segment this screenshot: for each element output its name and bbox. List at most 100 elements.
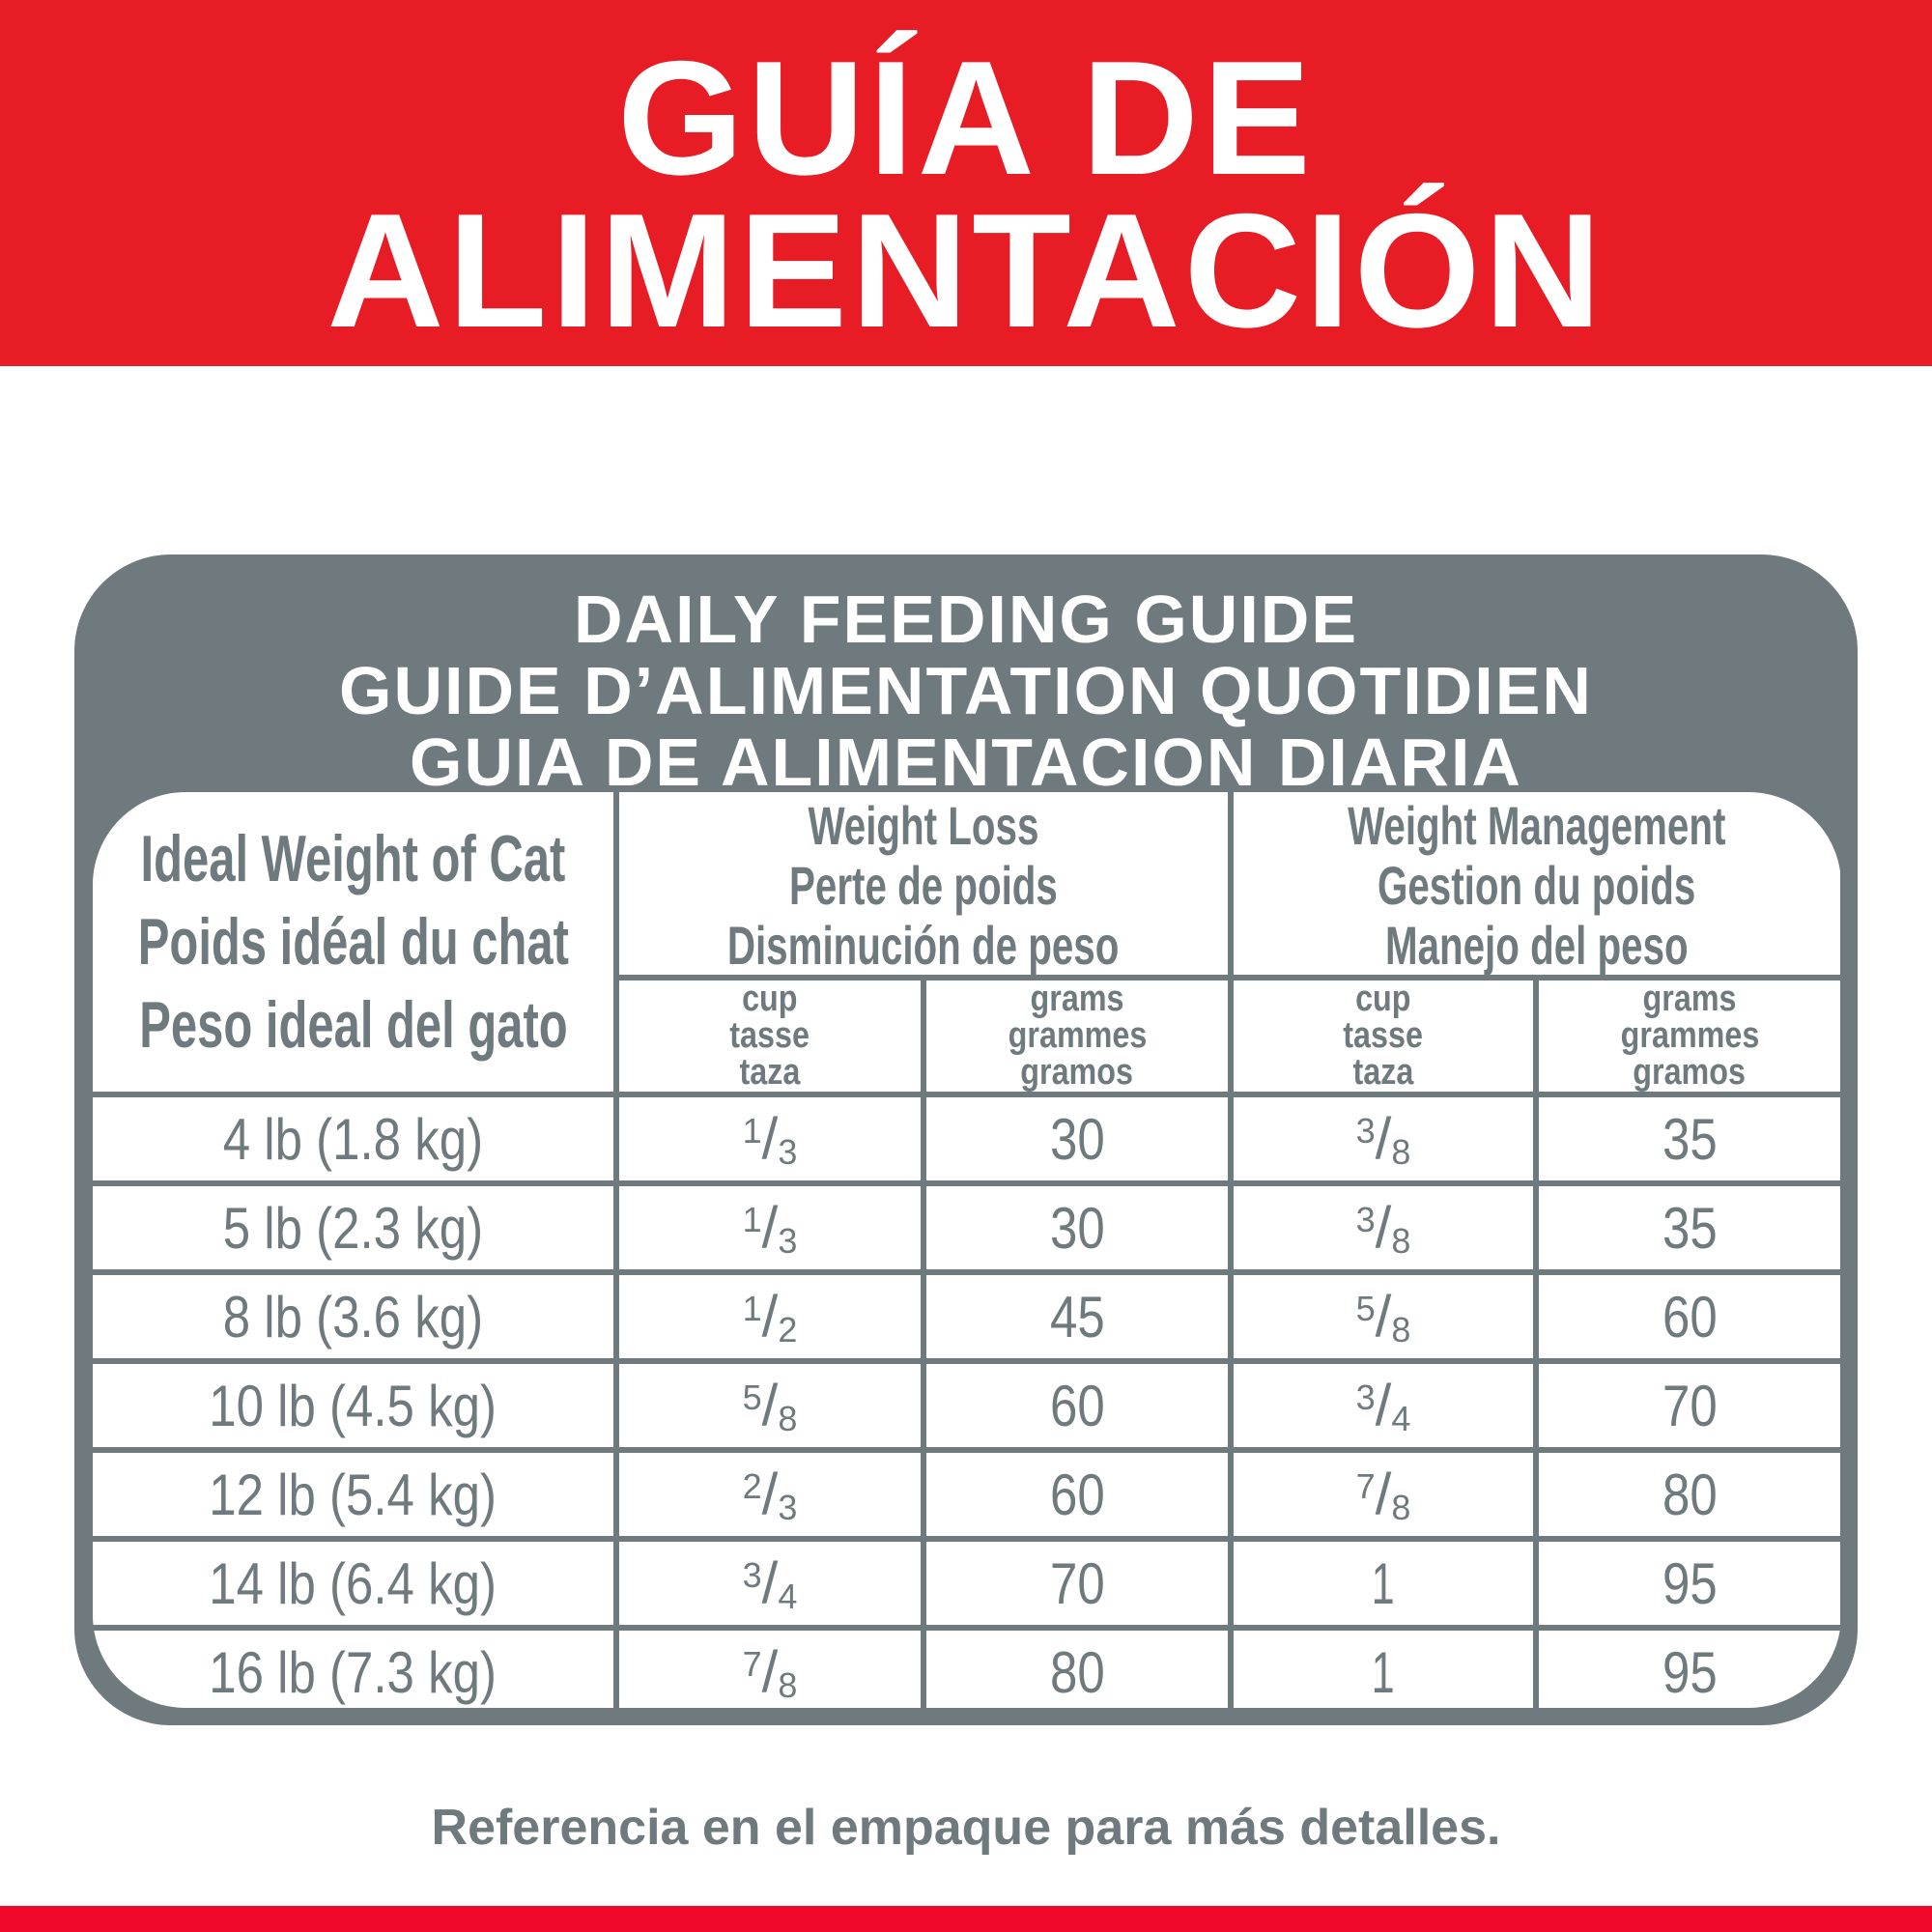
mgmt-grams-cell-text: 80 bbox=[1662, 1462, 1718, 1527]
cup-fraction: 1/2 bbox=[743, 1283, 798, 1350]
fraction-slash: / bbox=[761, 1639, 779, 1704]
loss-grams-cell: 70 bbox=[926, 1542, 1228, 1625]
fraction-numerator: 3 bbox=[1355, 1378, 1376, 1417]
title-banner: GUÍA DE ALIMENTACIÓN bbox=[0, 0, 1932, 366]
cup-fraction: 7/8 bbox=[743, 1638, 798, 1706]
fraction-numerator: 1 bbox=[742, 1289, 762, 1328]
subheader-text: grammes bbox=[1008, 1015, 1147, 1056]
loss-cup-cell: 5/8 bbox=[619, 1364, 921, 1447]
cup-fraction: 3/4 bbox=[743, 1549, 798, 1617]
subheader-text: grams bbox=[1030, 980, 1124, 1019]
feeding-table: Ideal Weight of Cat Poids idéal du chat … bbox=[93, 792, 1841, 1708]
mgmt-cup-cell: 7/8 bbox=[1234, 1453, 1533, 1536]
fraction-slash: / bbox=[1375, 1373, 1392, 1437]
fraction-denominator: 8 bbox=[1391, 1488, 1411, 1527]
fraction-slash: / bbox=[1375, 1284, 1392, 1349]
cup-fraction: 3/8 bbox=[1356, 1194, 1411, 1262]
fraction-denominator: 2 bbox=[778, 1310, 798, 1350]
loss-grams-cell-text: 30 bbox=[1049, 1106, 1105, 1172]
panel-title-fr: GUIDE D’ALIMENTATION QUOTIDIEN bbox=[339, 653, 1593, 728]
subheader-grams: grams grammes gramos bbox=[1539, 980, 1840, 1092]
loss-cup-cell: 2/3 bbox=[619, 1453, 921, 1536]
subheader-text: gramos bbox=[1633, 1052, 1747, 1092]
mgmt-cup-cell: 3/8 bbox=[1234, 1186, 1533, 1269]
header-text: Peso ideal del gato bbox=[138, 988, 568, 1062]
header-weight-loss: Weight Loss Perte de poids Disminución d… bbox=[619, 792, 1228, 975]
mgmt-cup-cell: 3/4 bbox=[1234, 1364, 1533, 1447]
weight-cell: 5 lb (2.3 kg) bbox=[93, 1186, 613, 1269]
mgmt-grams-cell: 35 bbox=[1539, 1097, 1840, 1180]
subheader-cup: cup tasse taza bbox=[1234, 980, 1533, 1092]
cup-fraction: 3/8 bbox=[1356, 1105, 1411, 1173]
subheader-text: grammes bbox=[1620, 1015, 1759, 1056]
loss-grams-cell: 60 bbox=[926, 1364, 1228, 1447]
mgmt-cup-cell: 1 bbox=[1234, 1631, 1533, 1708]
fraction-numerator: 7 bbox=[742, 1644, 762, 1684]
fraction-denominator: 8 bbox=[1391, 1310, 1411, 1350]
header-ideal-weight: Ideal Weight of Cat Poids idéal du chat … bbox=[93, 792, 613, 1092]
weight-cell-text: 5 lb (2.3 kg) bbox=[222, 1195, 484, 1261]
fraction-slash: / bbox=[761, 1550, 779, 1615]
cup-fraction: 3/4 bbox=[1356, 1372, 1411, 1439]
mgmt-grams-cell-text: 60 bbox=[1662, 1284, 1718, 1350]
weight-cell: 4 lb (1.8 kg) bbox=[93, 1097, 613, 1180]
subheader-text: taza bbox=[739, 1052, 801, 1092]
header-text: Weight Management bbox=[1348, 795, 1726, 856]
fraction-slash: / bbox=[761, 1195, 779, 1260]
subheader-cup: cup tasse taza bbox=[619, 980, 921, 1092]
fraction-numerator: 3 bbox=[1355, 1200, 1376, 1239]
subheader-text: gramos bbox=[1020, 1052, 1134, 1092]
loss-grams-cell: 60 bbox=[926, 1453, 1228, 1536]
panel-title-es: GUIA DE ALIMENTACION DIARIA bbox=[410, 724, 1522, 800]
weight-cell-text: 16 lb (7.3 kg) bbox=[209, 1639, 497, 1705]
header-weight-management: Weight Management Gestion du poids Manej… bbox=[1234, 792, 1840, 975]
subheader-text: cup bbox=[742, 980, 798, 1019]
loss-grams-cell-text: 80 bbox=[1049, 1639, 1105, 1705]
fraction-denominator: 3 bbox=[778, 1488, 798, 1527]
fraction-numerator: 5 bbox=[1355, 1289, 1376, 1328]
fraction-slash: / bbox=[761, 1106, 779, 1171]
cup-fraction: 1/3 bbox=[743, 1194, 798, 1262]
mgmt-cup-cell: 3/8 bbox=[1234, 1097, 1533, 1180]
banner-title-line1: GUÍA DE bbox=[617, 27, 1315, 209]
mgmt-cup-cell: 1 bbox=[1234, 1542, 1533, 1625]
loss-grams-cell: 30 bbox=[926, 1097, 1228, 1180]
fraction-numerator: 3 bbox=[1355, 1111, 1376, 1151]
mgmt-grams-cell-text: 95 bbox=[1662, 1639, 1718, 1705]
weight-cell: 14 lb (6.4 kg) bbox=[93, 1542, 613, 1625]
loss-grams-cell-text: 30 bbox=[1049, 1195, 1105, 1261]
header-text: Poids idéal du chat bbox=[137, 905, 569, 979]
mgmt-grams-cell-text: 70 bbox=[1662, 1373, 1718, 1438]
weight-cell-text: 10 lb (4.5 kg) bbox=[209, 1373, 497, 1438]
header-text: Ideal Weight of Cat bbox=[140, 822, 566, 895]
cup-whole: 1 bbox=[1371, 1550, 1396, 1616]
weight-cell-text: 8 lb (3.6 kg) bbox=[222, 1284, 484, 1350]
loss-grams-cell: 30 bbox=[926, 1186, 1228, 1269]
loss-cup-cell: 1/3 bbox=[619, 1097, 921, 1180]
fraction-denominator: 8 bbox=[1391, 1221, 1411, 1261]
subheader-text: cup bbox=[1355, 980, 1411, 1019]
loss-grams-cell-text: 45 bbox=[1049, 1284, 1105, 1350]
footer-note: Referencia en el empaque para más detall… bbox=[431, 1800, 1501, 1856]
loss-grams-cell-text: 60 bbox=[1049, 1373, 1105, 1438]
weight-cell: 12 lb (5.4 kg) bbox=[93, 1453, 613, 1536]
weight-cell: 8 lb (3.6 kg) bbox=[93, 1275, 613, 1358]
header-text: Manejo del peso bbox=[1385, 915, 1689, 976]
cup-fraction: 2/3 bbox=[743, 1461, 798, 1528]
mgmt-grams-cell-text: 35 bbox=[1662, 1106, 1718, 1172]
subheader-text: grams bbox=[1642, 980, 1737, 1019]
loss-cup-cell: 3/4 bbox=[619, 1542, 921, 1625]
subheader-text: taza bbox=[1352, 1052, 1414, 1092]
loss-cup-cell: 7/8 bbox=[619, 1631, 921, 1708]
loss-cup-cell: 1/2 bbox=[619, 1275, 921, 1358]
fraction-slash: / bbox=[1375, 1106, 1392, 1171]
cup-whole: 1 bbox=[1371, 1639, 1396, 1705]
mgmt-grams-cell-text: 95 bbox=[1662, 1550, 1718, 1616]
weight-cell-text: 12 lb (5.4 kg) bbox=[209, 1462, 497, 1527]
mgmt-grams-cell: 80 bbox=[1539, 1453, 1840, 1536]
cup-fraction: 5/8 bbox=[1356, 1283, 1411, 1350]
fraction-denominator: 8 bbox=[1391, 1132, 1411, 1172]
fraction-slash: / bbox=[761, 1373, 779, 1437]
fraction-numerator: 5 bbox=[742, 1378, 762, 1417]
mgmt-grams-cell: 70 bbox=[1539, 1364, 1840, 1447]
